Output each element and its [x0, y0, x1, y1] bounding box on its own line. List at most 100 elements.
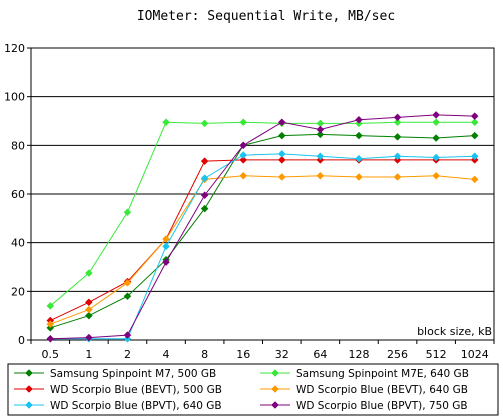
x-tick-label: 4 — [163, 348, 170, 361]
data-point — [355, 131, 363, 140]
data-point — [277, 118, 286, 127]
data-point — [277, 131, 286, 140]
legend-label: WD Scorpio Blue (BPVT), 750 GB — [296, 400, 468, 412]
legend-swatch-marker — [25, 385, 33, 393]
data-point — [393, 132, 402, 141]
data-point — [162, 118, 170, 127]
y-tick-label: 80 — [11, 139, 25, 152]
data-point — [200, 157, 209, 166]
data-point — [393, 173, 402, 181]
data-point — [432, 111, 440, 119]
data-point — [432, 134, 440, 142]
series-line — [50, 175, 475, 325]
x-tick-label: 2 — [124, 348, 131, 361]
data-point — [355, 115, 363, 124]
data-point — [85, 311, 93, 320]
data-point — [316, 125, 325, 134]
data-point — [432, 153, 440, 162]
y-tick-label: 100 — [4, 91, 25, 104]
y-tick-label: 120 — [4, 42, 25, 55]
data-point — [393, 113, 402, 122]
data-point — [432, 171, 440, 180]
x-tick-label: 256 — [387, 348, 408, 361]
x-tick-label: 512 — [426, 348, 447, 361]
legend-label: Samsung Spinpoint M7, 500 GB — [50, 368, 216, 380]
data-point — [316, 130, 325, 139]
chart-title: IOMeter: Sequential Write, MB/sec — [137, 9, 395, 24]
data-point — [355, 154, 363, 163]
legend-item: WD Scorpio Blue (BEVT), 640 GB — [260, 384, 468, 396]
legend-item: WD Scorpio Blue (BEVT), 500 GB — [14, 384, 222, 396]
x-tick-label: 1024 — [461, 348, 489, 361]
legend — [7, 363, 499, 416]
data-point — [393, 118, 402, 127]
data-point — [46, 320, 55, 329]
series-2 — [46, 118, 479, 310]
legend-label: Samsung Spinpoint M7E, 640 GB — [296, 368, 469, 380]
x-tick-label: 16 — [236, 348, 250, 361]
series-line — [50, 159, 475, 321]
x-tick-label: 64 — [313, 348, 327, 361]
x-axis-ticks: 0.5 1 2 4 8 16 32 64 128 256 512 1024 — [30, 340, 495, 361]
legend-label: WD Scorpio Blue (BEVT), 500 GB — [50, 384, 222, 396]
data-point — [200, 174, 209, 183]
legend-items: Samsung Spinpoint M7, 500 GB Samsung Spin… — [14, 368, 469, 412]
data-point — [470, 112, 479, 120]
legend-swatch-marker — [271, 385, 279, 393]
data-point — [239, 156, 248, 164]
data-point — [123, 278, 132, 287]
data-point — [277, 156, 286, 164]
x-tick-label: 32 — [275, 348, 289, 361]
legend-swatch-marker — [25, 401, 33, 409]
y-tick-label: 0 — [18, 334, 25, 347]
data-point — [200, 204, 209, 213]
x-tick-label: 1 — [85, 348, 92, 361]
series-line — [50, 153, 475, 340]
series-line — [50, 133, 475, 329]
data-point — [470, 131, 479, 140]
data-point — [200, 119, 209, 128]
y-tick-label: 60 — [11, 188, 25, 201]
data-point — [355, 173, 363, 181]
data-point — [432, 118, 440, 127]
series-line — [50, 114, 475, 340]
data-point — [123, 292, 132, 301]
data-point — [277, 173, 286, 181]
legend-label: WD Scorpio Blue (BEVT), 640 GB — [296, 384, 468, 396]
legend-swatch-marker — [271, 369, 279, 377]
data-point — [316, 152, 325, 161]
legend-item: Samsung Spinpoint M7E, 640 GB — [260, 368, 469, 380]
data-point — [470, 152, 479, 161]
y-tick-label: 40 — [11, 237, 25, 250]
data-point — [277, 149, 286, 158]
data-point — [46, 334, 55, 343]
data-point — [239, 171, 248, 180]
data-point — [239, 141, 248, 150]
data-point — [239, 151, 248, 159]
data-point — [46, 302, 55, 310]
legend-swatch-marker — [271, 401, 279, 409]
legend-item: WD Scorpio Blue (BPVT), 750 GB — [260, 400, 468, 412]
legend-item: WD Scorpio Blue (BPVT), 640 GB — [14, 400, 222, 412]
data-point — [85, 305, 93, 314]
data-point — [123, 208, 132, 217]
y-tick-label: 20 — [11, 285, 25, 298]
legend-item: Samsung Spinpoint M7, 500 GB — [14, 368, 216, 380]
legend-label: WD Scorpio Blue (BPVT), 640 GB — [50, 400, 222, 412]
x-tick-label: 128 — [348, 348, 369, 361]
data-point — [162, 242, 170, 251]
data-point — [470, 175, 479, 184]
data-point — [200, 191, 209, 200]
x-tick-label: 0.5 — [42, 348, 60, 361]
data-point — [239, 118, 248, 127]
series-layer — [46, 111, 479, 343]
series-line — [49, 121, 475, 307]
data-point — [85, 333, 93, 342]
x-tick-label: 8 — [201, 348, 208, 361]
data-point — [85, 269, 93, 277]
data-point — [393, 152, 402, 161]
data-point — [162, 258, 170, 266]
data-point — [123, 331, 132, 339]
data-point — [316, 171, 325, 180]
